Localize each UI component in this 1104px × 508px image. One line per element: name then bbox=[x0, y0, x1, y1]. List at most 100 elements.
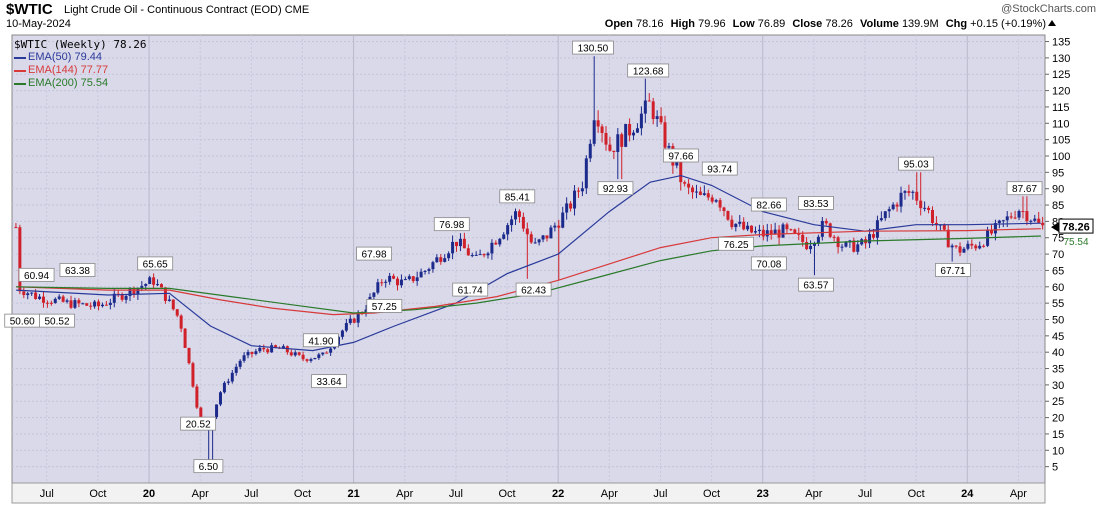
x-tick-label: 23 bbox=[757, 488, 769, 500]
candle-body bbox=[455, 241, 459, 247]
candle-body bbox=[750, 225, 754, 233]
ema200-swatch bbox=[14, 82, 26, 85]
price-callout-text: 76.25 bbox=[724, 240, 749, 251]
candle-body bbox=[171, 299, 175, 310]
candle-body bbox=[502, 234, 506, 239]
candle-body bbox=[427, 269, 431, 271]
candle-body bbox=[124, 295, 128, 300]
y-tick-label: 55 bbox=[1052, 298, 1064, 310]
candle-body bbox=[565, 203, 569, 213]
price-callout-text: 123.68 bbox=[633, 66, 664, 77]
price-callout: 41.90 bbox=[302, 333, 339, 347]
y-tick-label: 110 bbox=[1052, 118, 1070, 130]
candle-body bbox=[683, 182, 687, 184]
candle-body bbox=[793, 229, 797, 234]
ema200-line bbox=[16, 235, 1041, 314]
brand-logo[interactable]: @StockCharts.com bbox=[1001, 3, 1096, 15]
price-callout: 63.38 bbox=[59, 263, 96, 277]
candle-body bbox=[301, 354, 305, 360]
candle-body bbox=[970, 243, 974, 246]
candle-body bbox=[128, 288, 132, 296]
candle-body bbox=[411, 276, 415, 282]
candle-body bbox=[875, 220, 879, 238]
ema-lines bbox=[16, 174, 1041, 352]
candle-body bbox=[730, 219, 734, 228]
price-callout-text: 70.08 bbox=[756, 259, 781, 270]
candle-body bbox=[525, 228, 529, 235]
price-callout-box bbox=[797, 196, 834, 210]
candle-body bbox=[962, 248, 966, 253]
grid-lines bbox=[12, 35, 1045, 483]
x-tick-label: 22 bbox=[552, 488, 564, 500]
candle-body bbox=[380, 282, 384, 284]
candle-body bbox=[942, 224, 946, 230]
candle-body bbox=[930, 209, 934, 223]
price-callout: 57.25 bbox=[366, 299, 403, 313]
chg-value: +0.15 (+0.19%) bbox=[970, 18, 1046, 30]
x-tick-label: Apr bbox=[192, 488, 209, 500]
candle-body bbox=[604, 132, 608, 145]
price-callout: 123.68 bbox=[627, 63, 670, 77]
candle-body bbox=[89, 305, 93, 307]
ema200-label: EMA(200) 75.54 bbox=[28, 77, 109, 89]
candle-body bbox=[632, 132, 636, 136]
description-text: Light Crude Oil - Continuous Contract (E… bbox=[64, 4, 282, 16]
y-tick-label: 30 bbox=[1052, 380, 1064, 392]
x-tick-label: Oct bbox=[908, 488, 925, 500]
candle-body bbox=[1021, 211, 1025, 213]
x-tick-label: Jul bbox=[653, 488, 667, 500]
exchange-text: CME bbox=[284, 4, 310, 16]
price-callout-text: 92.93 bbox=[603, 184, 628, 195]
candle-body bbox=[238, 360, 242, 367]
candle-body bbox=[773, 229, 777, 235]
quote-summary: Open 78.16 High 79.96 Low 76.89 Close 78… bbox=[601, 18, 1046, 30]
volume-value: 139.9M bbox=[901, 18, 939, 30]
price-callout: 63.57 bbox=[797, 277, 834, 292]
candle-body bbox=[691, 187, 695, 193]
candle-body bbox=[624, 124, 628, 147]
candle-body bbox=[757, 229, 761, 232]
price-callout-text: 67.98 bbox=[362, 250, 387, 261]
candle-body bbox=[270, 345, 274, 353]
candle-body bbox=[533, 242, 537, 244]
candle-body bbox=[494, 242, 498, 245]
candle-body bbox=[356, 313, 360, 323]
candle-body bbox=[396, 278, 400, 286]
candle-body bbox=[521, 216, 525, 229]
up-arrow-icon bbox=[1048, 20, 1056, 26]
x-tick-label: 21 bbox=[347, 488, 359, 500]
price-callout-box bbox=[935, 263, 971, 277]
ema144-line bbox=[16, 228, 1041, 316]
candle-body bbox=[329, 348, 333, 353]
y-tick-label: 65 bbox=[1052, 265, 1064, 277]
candle-body bbox=[38, 296, 42, 299]
candle-body bbox=[706, 193, 710, 198]
candle-body bbox=[73, 300, 77, 308]
candle-body bbox=[844, 242, 848, 247]
candle-body bbox=[392, 275, 396, 279]
candle-body bbox=[1017, 211, 1021, 218]
candle-body bbox=[600, 126, 604, 133]
candle-body bbox=[647, 100, 651, 102]
candle-body bbox=[474, 254, 478, 256]
price-callout-text: 50.52 bbox=[44, 317, 69, 328]
legend-main: $WTIC (Weekly) 78.26 bbox=[14, 38, 146, 51]
candle-body bbox=[687, 183, 691, 188]
price-callout: 61.74 bbox=[452, 282, 489, 297]
candle-body bbox=[643, 100, 647, 114]
candle-body bbox=[958, 246, 962, 253]
price-callout-box bbox=[433, 217, 470, 232]
candle-body bbox=[41, 296, 45, 303]
candle-body bbox=[352, 318, 356, 323]
x-tick-label: Oct bbox=[294, 488, 311, 500]
candle-body bbox=[132, 288, 136, 295]
candle-body bbox=[462, 238, 466, 249]
candle-body bbox=[675, 162, 679, 166]
price-callout: 93.74 bbox=[701, 161, 738, 176]
x-tick-label: Oct bbox=[89, 488, 106, 500]
y-tick-label: 60 bbox=[1052, 282, 1064, 294]
x-tick-label: Jul bbox=[40, 488, 54, 500]
price-callout: 67.71 bbox=[935, 263, 971, 277]
candle-body bbox=[805, 241, 809, 250]
